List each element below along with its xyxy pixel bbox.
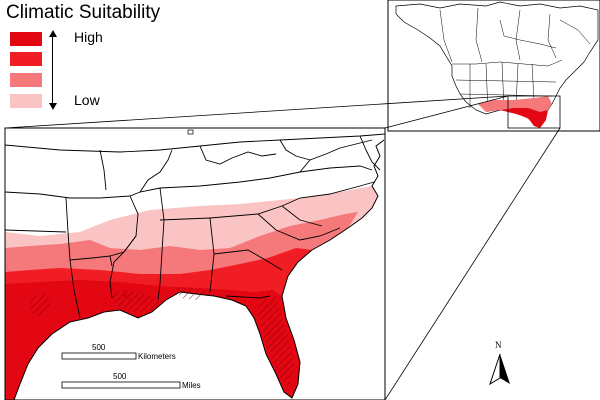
arrow-down-head [48,103,57,110]
scale-km-unit: Kilometers [138,352,176,361]
state-borders [5,133,385,319]
north-label: N [495,340,502,350]
scale-mi-value: 500 [113,372,127,381]
scale-mi-unit: Miles [182,381,201,390]
hatched-area-florida [258,298,294,388]
map-marker-square [187,129,194,135]
coastal-island [123,294,127,298]
scale-bar-miles [61,381,181,389]
scale-bar-km [61,352,137,360]
legend-swatch-1 [10,32,42,46]
inset-borders [439,7,591,113]
inset-map [395,1,599,129]
legend-high-label: High [74,29,103,45]
inset-extent-box [507,95,561,129]
suitability-zone-highest [5,280,300,400]
inset-map-frame [387,0,600,132]
hatched-area-texas [30,294,52,318]
north-arrow-icon [489,353,510,386]
scale-bar [61,352,181,389]
legend-swatch-4 [10,94,42,108]
inset-connector-lines [4,95,561,400]
main-map [5,128,385,400]
legend-title: Climatic Suitability [6,2,161,23]
legend-swatch-3 [10,73,42,87]
main-map-frame [4,127,386,400]
north-america-land [395,1,599,115]
arrow-up-head [48,30,57,37]
inset-suitability-zone-high [500,108,548,128]
legend-swatch-2 [10,52,42,66]
coastal-island [128,298,132,302]
legend-low-label: Low [74,92,100,108]
scale-km-value: 500 [92,343,106,352]
hatched-area-louisiana [110,290,160,312]
double-arrow-icon [52,34,53,106]
gulf-coastline [5,139,385,400]
